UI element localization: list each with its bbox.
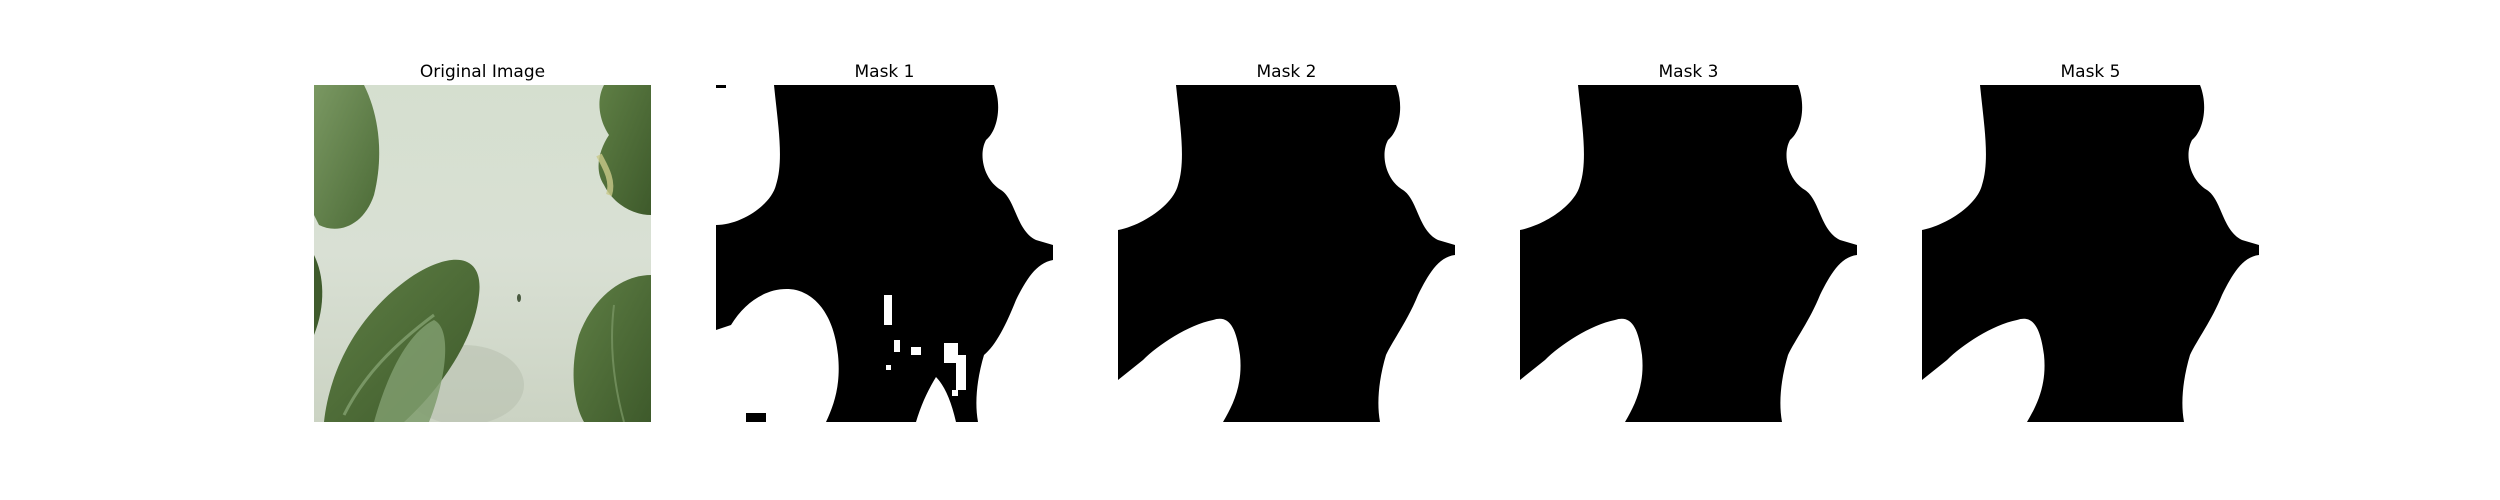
mask-image-3	[1520, 85, 1857, 422]
panel-title: Mask 2	[1256, 62, 1317, 82]
mask-image-5	[1922, 85, 2259, 422]
panel-title: Original Image	[419, 62, 546, 82]
leaf-bottom-light	[374, 320, 446, 422]
leaf-top-left	[314, 85, 380, 229]
mask-image-2	[1118, 85, 1455, 422]
leaf-left-edge	[314, 255, 323, 335]
panel-title: Mask 1	[854, 62, 915, 82]
mask-image-1	[716, 85, 1053, 422]
panel-title: Mask 3	[1658, 62, 1719, 82]
panel-title: Mask 5	[2060, 62, 2121, 82]
original-photo	[314, 85, 651, 422]
